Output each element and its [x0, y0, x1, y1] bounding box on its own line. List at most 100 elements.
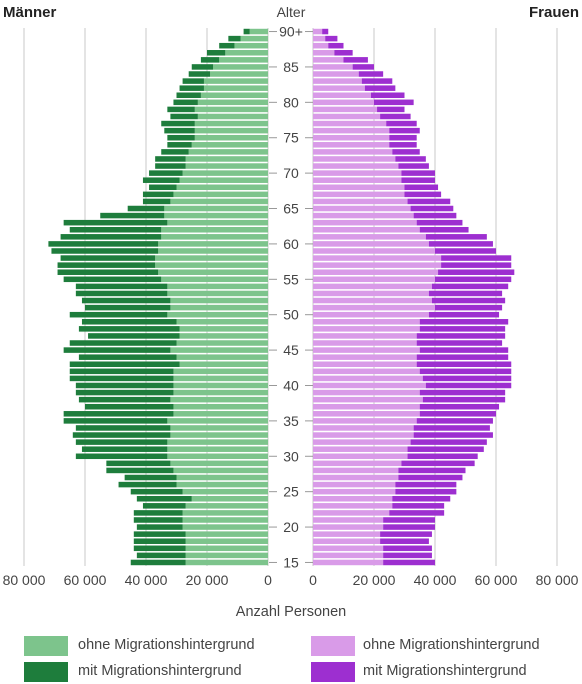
bar-women-mit-age-21: [383, 517, 435, 523]
bar-men-ohne-age-26: [176, 481, 268, 488]
bar-women-mit-age-57: [441, 262, 512, 268]
bar-women-ohne-age-43: [313, 361, 417, 368]
bar-men-mit-age-65: [127, 205, 165, 212]
bar-men-mit-age-43: [69, 361, 180, 368]
bar-women-mit-age-61: [425, 234, 487, 240]
bar-men-ohne-age-68: [176, 184, 268, 191]
bar-women-mit-age-50: [428, 311, 500, 318]
bar-women-ohne-age-60: [313, 241, 429, 247]
legend-swatch-women-ohne: [311, 636, 355, 656]
bar-men-ohne-age-59: [158, 248, 268, 254]
bar-men-ohne-age-51: [170, 304, 268, 311]
bar-women-ohne-age-35: [313, 418, 417, 424]
bar-women-mit-age-28: [398, 467, 466, 474]
bar-women-ohne-age-88: [313, 42, 329, 49]
bar-women-ohne-age-16: [313, 552, 384, 559]
bar-men-mit-age-27: [124, 474, 177, 481]
bar-men-mit-age-23: [142, 503, 186, 509]
bar-men-mit-age-74: [167, 142, 192, 148]
bar-women-mit-age-79: [377, 106, 405, 113]
bar-men-mit-age-50: [69, 311, 168, 318]
bar-men-ohne-age-32: [167, 439, 268, 445]
bar-women-ohne-age-82: [313, 85, 365, 91]
bar-women-ohne-age-64: [313, 212, 414, 219]
bar-women-ohne-age-73: [313, 149, 393, 155]
bar-women-mit-age-77: [386, 120, 417, 127]
bar-men-ohne-age-90: [249, 28, 268, 35]
bar-women-mit-age-88: [328, 42, 344, 49]
age-tick-label-45: 45: [283, 342, 299, 358]
bar-women-ohne-age-19: [313, 531, 381, 537]
bar-men-ohne-age-55: [161, 276, 268, 283]
bar-men-ohne-age-15: [185, 559, 268, 566]
bar-women-mit-age-26: [395, 481, 457, 488]
bar-men-ohne-age-23: [185, 503, 268, 509]
bar-men-ohne-age-71: [185, 163, 268, 169]
bar-men-ohne-age-22: [182, 510, 268, 516]
age-tick-label-30: 30: [283, 448, 299, 464]
bar-men-ohne-age-64: [164, 212, 268, 219]
bar-men-ohne-age-57: [155, 262, 268, 268]
bar-women-ohne-age-27: [313, 474, 399, 481]
bar-men-mit-age-88: [219, 42, 235, 49]
bar-women-ohne-age-20: [313, 524, 384, 530]
bar-women-mit-age-71: [398, 163, 429, 169]
bar-men-mit-age-40: [75, 382, 174, 389]
bar-women-mit-age-36: [419, 411, 496, 417]
bar-women-mit-age-51: [435, 304, 503, 311]
bar-men-mit-age-84: [188, 71, 211, 77]
bar-women-mit-age-48: [419, 326, 506, 332]
bar-men-ohne-age-69: [179, 177, 268, 183]
bar-women-mit-age-25: [395, 488, 457, 495]
bar-women-ohne-age-41: [313, 375, 423, 382]
bar-men-ohne-age-62: [161, 226, 268, 233]
bar-men-mit-age-49: [81, 319, 177, 325]
bar-women-ohne-age-42: [313, 368, 420, 375]
bar-men-mit-age-60: [48, 241, 159, 247]
bar-women-mit-age-39: [419, 389, 506, 396]
bar-men-ohne-age-63: [167, 219, 268, 226]
bar-women-ohne-age-22: [313, 510, 390, 516]
bar-men-ohne-age-18: [185, 538, 268, 544]
bar-women-ohne-age-87: [313, 50, 335, 56]
bar-women-ohne-age-83: [313, 78, 362, 84]
age-tick-label-65: 65: [283, 201, 299, 217]
bar-women-ohne-age-29: [313, 460, 402, 467]
bar-men-ohne-age-85: [213, 64, 268, 70]
bar-women-mit-age-27: [398, 474, 463, 481]
bar-men-mit-age-19: [133, 531, 186, 537]
bar-women-ohne-age-37: [313, 403, 420, 410]
age-tick-label-20: 20: [283, 519, 299, 535]
bar-men-mit-age-35: [63, 418, 168, 424]
bar-men-ohne-age-21: [182, 517, 268, 523]
bar-women-mit-age-44: [416, 354, 509, 360]
men-title: Männer: [3, 4, 57, 21]
bar-men-ohne-age-83: [203, 78, 268, 84]
age-axis-title: Alter: [277, 4, 306, 20]
bar-women-mit-age-32: [410, 439, 487, 445]
bar-men-mit-age-78: [170, 113, 198, 120]
bar-women-mit-age-15: [383, 559, 435, 566]
bar-men-ohne-age-17: [185, 545, 268, 552]
bar-women-ohne-age-63: [313, 219, 417, 226]
bar-men-ohne-age-34: [170, 425, 268, 431]
bar-women-ohne-age-86: [313, 57, 344, 63]
bar-women-ohne-age-31: [313, 446, 408, 452]
bar-men-mit-age-77: [161, 120, 195, 127]
bar-men-mit-age-55: [63, 276, 162, 283]
bar-men-ohne-age-29: [170, 460, 268, 467]
bar-men-ohne-age-16: [185, 552, 268, 559]
bar-men-mit-age-56: [57, 269, 159, 275]
age-tick-label-80: 80: [283, 94, 299, 110]
bar-men-ohne-age-28: [173, 467, 268, 474]
bar-men-ohne-age-89: [240, 35, 268, 42]
bar-men-mit-age-69: [142, 177, 180, 183]
bar-women-ohne-age-23: [313, 503, 393, 509]
bar-men-mit-age-53: [75, 290, 168, 297]
bar-women-ohne-age-26: [313, 481, 396, 488]
bar-men-mit-age-82: [179, 85, 204, 91]
bar-men-ohne-age-39: [173, 389, 268, 396]
age-tick-label-90+: 90+: [279, 24, 303, 40]
bar-men-mit-age-90: [243, 28, 250, 35]
